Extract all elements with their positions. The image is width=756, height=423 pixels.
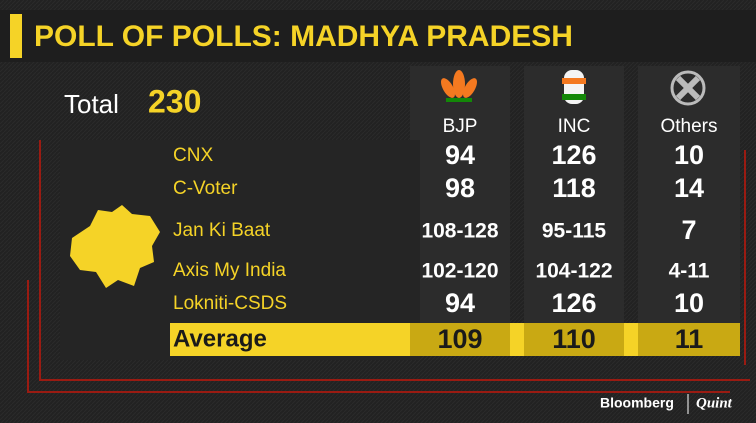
row-label: C-Voter	[173, 178, 238, 199]
cell-value: 4-11	[669, 260, 710, 283]
row-label: Lokniti-CSDS	[173, 293, 287, 314]
title-accent	[10, 14, 22, 58]
cell-value: 14	[674, 173, 704, 203]
total-value: 230	[148, 83, 201, 119]
cell-value: 126	[551, 288, 596, 318]
frame	[27, 140, 750, 393]
others-icon	[670, 70, 706, 106]
column-panels	[410, 66, 740, 356]
average-value: 109	[437, 324, 482, 354]
cell-value: 104-122	[535, 260, 612, 283]
cell-value: 7	[681, 215, 696, 245]
row-label: CNX	[173, 145, 213, 166]
cell-value: 94	[445, 288, 475, 318]
column-header: Others	[660, 116, 717, 137]
cell-value: 118	[552, 173, 596, 203]
bjp-icon	[441, 70, 477, 102]
average-value: 11	[675, 324, 704, 354]
average-label: Average	[173, 325, 267, 352]
cell-value: 94	[445, 140, 475, 170]
title: POLL OF POLLS: MADHYA PRADESH	[34, 20, 573, 53]
cell-value: 10	[674, 288, 704, 318]
footer-brand: Bloomberg	[600, 395, 674, 411]
column-header: BJP	[443, 116, 478, 137]
footer-partner: Quint	[696, 395, 733, 411]
row-label: Jan Ki Baat	[173, 220, 271, 241]
inc-icon	[562, 70, 586, 104]
average-value: 110	[552, 324, 596, 354]
cell-value: 98	[445, 173, 475, 203]
title-bar	[0, 10, 756, 62]
total-label: Total	[64, 89, 119, 119]
cell-value: 108-128	[421, 220, 498, 243]
cell-value: 10	[674, 140, 704, 170]
cell-value: 102-120	[421, 260, 498, 283]
column-header: INC	[558, 116, 591, 137]
cell-value: 126	[551, 140, 596, 170]
row-label: Axis My India	[173, 260, 286, 281]
average-columns	[410, 323, 740, 356]
cell-value: 95-115	[542, 220, 607, 243]
state-map	[70, 205, 160, 288]
